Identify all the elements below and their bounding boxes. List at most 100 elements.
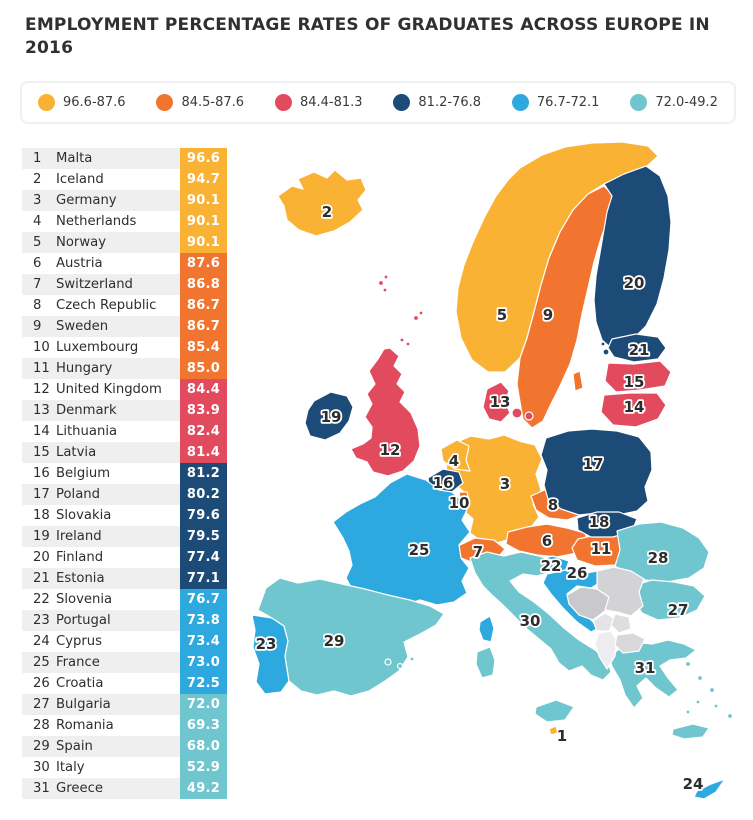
country-name: Belgium	[56, 466, 111, 481]
map-label-croatia: 26	[567, 564, 588, 582]
ranking-row: 15 Latvia 81.4	[22, 442, 227, 463]
ranking-row: 7 Switzerland 86.8	[22, 274, 227, 295]
legend-color-dot	[156, 94, 174, 111]
country-name: Slovakia	[56, 508, 112, 523]
ranking-row: 24 Cyprus 73.4	[22, 631, 227, 652]
rank-number: 26	[33, 676, 50, 691]
rank-number: 5	[33, 235, 42, 250]
map-label-bulgaria: 27	[668, 601, 689, 619]
country-name: Croatia	[56, 676, 104, 691]
map-label-romania: 28	[648, 549, 669, 567]
legend-color-dot	[630, 94, 648, 111]
map-group-gray	[566, 566, 646, 670]
map-label-estonia: 21	[629, 341, 650, 359]
value-badge: 69.3	[180, 715, 227, 736]
value-badge: 76.7	[180, 589, 227, 610]
map-country-lithuania	[600, 392, 667, 428]
value-badge: 72.0	[180, 694, 227, 715]
country-name: France	[56, 655, 100, 670]
country-name: United Kingdom	[56, 382, 162, 397]
ranking-row: 18 Slovakia 79.6	[22, 505, 227, 526]
country-name: Norway	[56, 235, 107, 250]
map-label-poland: 17	[583, 455, 604, 473]
map-island-balearic	[396, 662, 404, 670]
map-label-france: 25	[409, 541, 430, 559]
map-label-belgium: 16	[433, 474, 454, 492]
value-badge: 86.7	[180, 316, 227, 337]
value-badge: 83.9	[180, 400, 227, 421]
rank-number: 22	[33, 592, 50, 607]
rank-number: 17	[33, 487, 50, 502]
legend-color-dot	[38, 94, 55, 111]
ranking-row: 20 Finland 77.4	[22, 547, 227, 568]
value-badge: 90.1	[180, 232, 227, 253]
value-badge: 79.6	[180, 505, 227, 526]
rank-number: 3	[33, 193, 42, 208]
map-label-switzerland: 7	[473, 543, 483, 561]
map-label-slovakia: 18	[589, 513, 610, 531]
country-name: Slovenia	[56, 592, 113, 607]
map-label-cyprus: 24	[683, 775, 704, 793]
rank-number: 2	[33, 172, 42, 187]
value-badge: 77.1	[180, 568, 227, 589]
country-name: Poland	[56, 487, 101, 502]
rank-number: 4	[33, 214, 42, 229]
legend-item-5: 76.7-72.1	[511, 94, 600, 111]
map-country-north-macedonia	[614, 632, 646, 654]
map-country-cyprus	[693, 778, 726, 800]
map-label-ireland: 19	[321, 408, 342, 426]
value-badge: 81.4	[180, 442, 227, 463]
map-island-saaremaa	[602, 348, 610, 356]
map-island-faroe	[377, 279, 385, 287]
country-name: Italy	[56, 760, 85, 775]
value-badge: 82.4	[180, 421, 227, 442]
legend-item-6: 72.0-49.2	[630, 94, 718, 111]
rank-number: 10	[33, 340, 50, 355]
map-labels: 1 2 3 4 5 6 7 8 9 10 11 12 13 14 15 16 1…	[254, 201, 705, 795]
map-country-denmark	[482, 381, 511, 423]
map-label-latvia: 15	[624, 373, 645, 391]
map-island-aegean	[695, 699, 701, 705]
country-name: Finland	[56, 550, 104, 565]
country-name: Denmark	[56, 403, 117, 418]
map-country-poland	[540, 428, 653, 516]
country-name: Czech Republic	[56, 298, 157, 313]
map-country-malta	[548, 725, 559, 736]
map-island-faroe	[382, 287, 388, 293]
ranking-row: 2 Iceland 94.7	[22, 169, 227, 190]
map-label-united-kingdom: 12	[380, 441, 401, 459]
map-country-greece	[607, 639, 697, 709]
value-badge: 86.8	[180, 274, 227, 295]
value-badge: 73.8	[180, 610, 227, 631]
rank-number: 18	[33, 508, 50, 523]
ranking-row: 26 Croatia 72.5	[22, 673, 227, 694]
legend-color-dot	[274, 94, 292, 111]
legend-color-dot	[511, 94, 529, 111]
map-label-portugal: 23	[256, 635, 277, 653]
country-name: Iceland	[56, 172, 104, 187]
value-badge: 87.6	[180, 253, 227, 274]
value-badge: 77.4	[180, 547, 227, 568]
map-label-germany: 3	[500, 475, 510, 493]
map-island-balearic	[384, 658, 392, 666]
legend-range-label: 76.7-72.1	[536, 95, 600, 110]
ranking-row: 21 Estonia 77.1	[22, 568, 227, 589]
ranking-row: 23 Portugal 73.8	[22, 610, 227, 631]
rank-number: 23	[33, 613, 50, 628]
country-name: Sweden	[56, 319, 109, 334]
map-island-aegean	[708, 686, 716, 694]
map-label-finland: 20	[624, 274, 645, 292]
map-label-sweden: 9	[543, 306, 553, 324]
value-badge: 73.0	[180, 652, 227, 673]
value-badge: 81.2	[180, 463, 227, 484]
value-badge: 86.7	[180, 295, 227, 316]
map-country-latvia	[604, 360, 672, 393]
map-island-corsica	[478, 615, 495, 643]
rank-number: 24	[33, 634, 50, 649]
map-island-aegean	[685, 709, 691, 715]
value-badge: 80.2	[180, 484, 227, 505]
map-country-sweden	[516, 185, 615, 429]
rank-number: 1	[33, 151, 42, 166]
map-island-funen	[524, 411, 534, 421]
